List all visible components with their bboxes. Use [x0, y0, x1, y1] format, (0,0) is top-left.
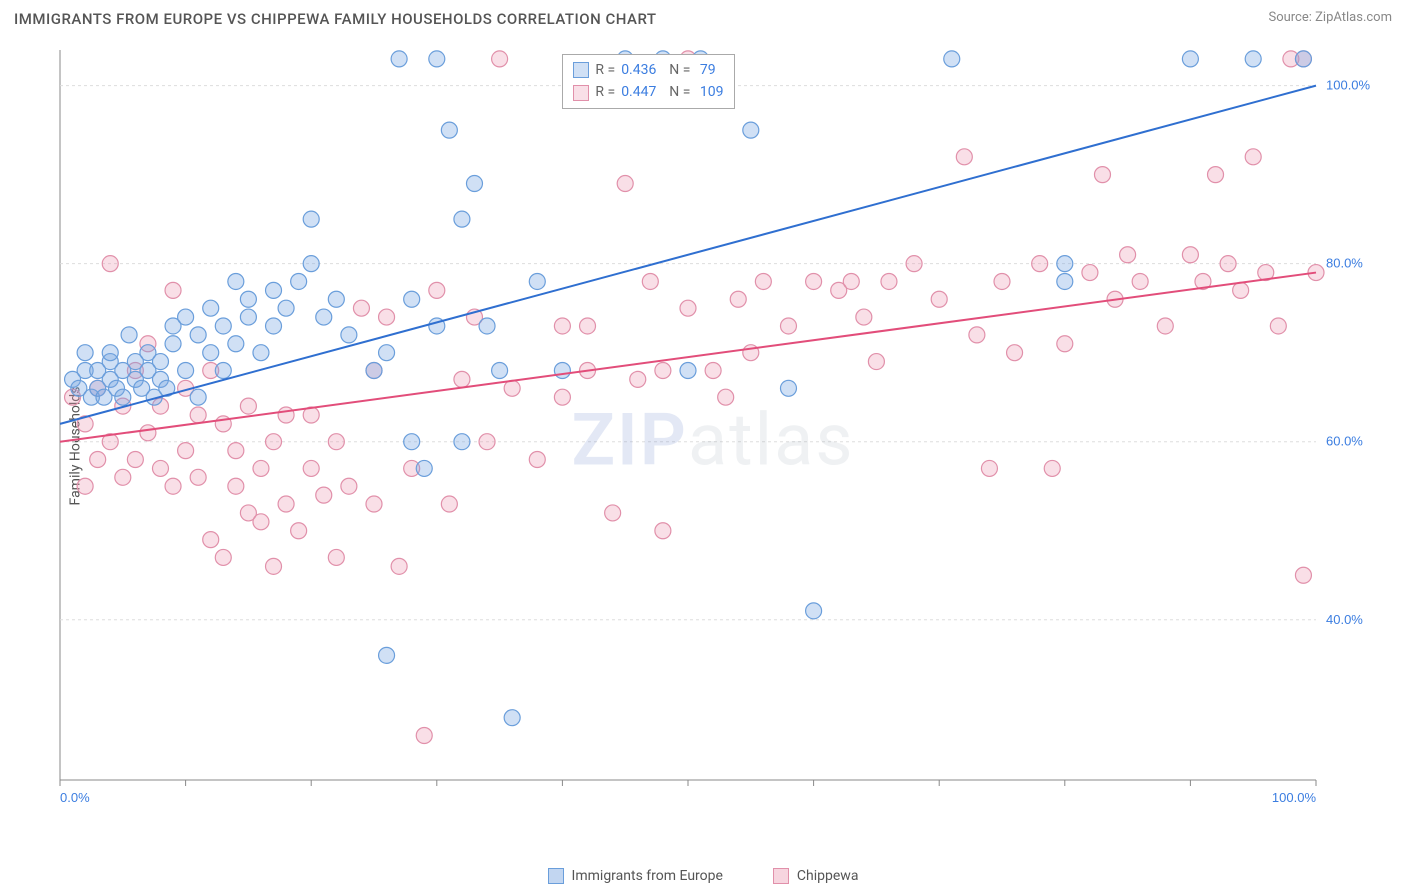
source-label: Source: ZipAtlas.com: [1268, 10, 1392, 25]
svg-text:100.0%: 100.0%: [1326, 78, 1371, 93]
legend-label: Chippewa: [797, 868, 859, 884]
n-label: N =: [662, 59, 690, 81]
bottom-legend: Immigrants from Europe Chippewa: [0, 868, 1406, 884]
svg-text:0.0%: 0.0%: [60, 790, 90, 805]
legend-item: Immigrants from Europe: [548, 868, 723, 884]
r-value: 0.436: [621, 59, 656, 81]
scatter-chart: 40.0% 60.0% 80.0% 100.0% 0.0% 100.0%: [50, 40, 1376, 810]
n-value: 79: [696, 59, 715, 81]
svg-text:80.0%: 80.0%: [1326, 256, 1363, 271]
legend-label: Immigrants from Europe: [572, 868, 723, 884]
legend-swatch: [573, 85, 589, 101]
legend-item: Chippewa: [773, 868, 859, 884]
r-label: R =: [595, 59, 615, 81]
chart-container: 40.0%60.0%80.0%100.0%0.0%100.0% ZIPatlas…: [50, 40, 1376, 840]
r-label: R =: [595, 81, 615, 103]
correlation-legend-row: R = 0.436 N = 79: [573, 59, 723, 81]
svg-text:40.0%: 40.0%: [1326, 612, 1363, 627]
correlation-legend: R = 0.436 N = 79R = 0.447 N = 109: [562, 54, 734, 109]
svg-text:100.0%: 100.0%: [1272, 790, 1317, 805]
n-value: 109: [696, 81, 723, 103]
correlation-legend-row: R = 0.447 N = 109: [573, 81, 723, 103]
legend-swatch: [573, 62, 589, 78]
n-label: N =: [662, 81, 690, 103]
legend-swatch: [773, 868, 789, 884]
page-title: IMMIGRANTS FROM EUROPE VS CHIPPEWA FAMIL…: [14, 10, 657, 28]
r-value: 0.447: [621, 81, 656, 103]
legend-swatch: [548, 868, 564, 884]
svg-text:60.0%: 60.0%: [1326, 434, 1363, 449]
